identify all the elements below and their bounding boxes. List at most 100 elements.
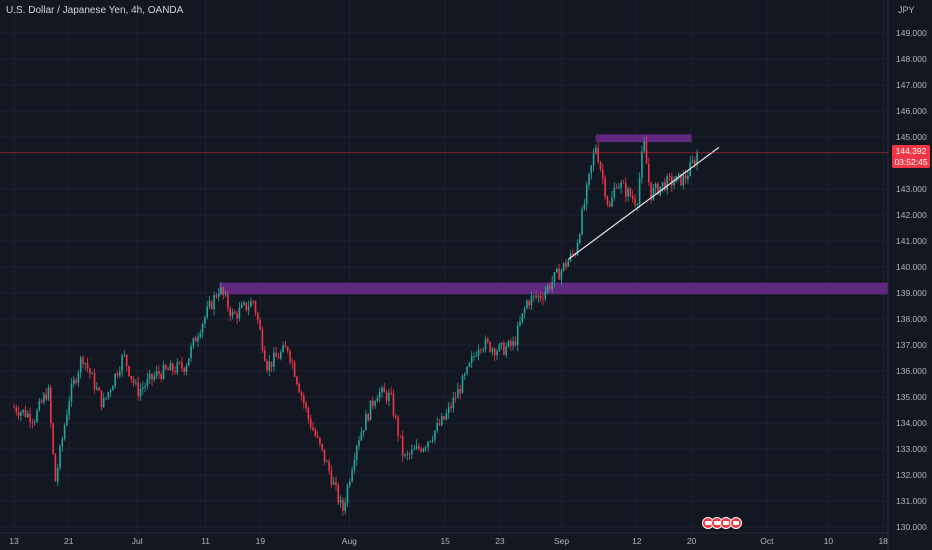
- candle-down: [535, 295, 537, 298]
- candle-down: [615, 187, 618, 189]
- candle-up: [208, 301, 211, 307]
- candle-down: [151, 373, 153, 380]
- candle-up: [213, 295, 215, 309]
- price-tick-label: 149.000: [896, 28, 927, 38]
- us-flag-event-icon[interactable]: [730, 517, 742, 529]
- candle-up: [84, 363, 87, 364]
- candle-up: [162, 364, 165, 380]
- candle-up: [595, 147, 597, 154]
- candle-up: [544, 291, 547, 299]
- candle-down: [45, 394, 47, 400]
- candle-up: [636, 204, 639, 206]
- candle-up: [123, 354, 126, 356]
- price-tick-label: 131.000: [896, 496, 927, 506]
- candle-down: [487, 338, 489, 342]
- time-tick-label: 12: [632, 536, 642, 546]
- resistance-zone: [219, 282, 888, 295]
- candle-up: [146, 378, 149, 386]
- price-tick-label: 148.000: [896, 54, 927, 64]
- time-axis[interactable]: 13 21 Jul 11 19 Aug 15 23 Sep 12 20 Oct 10 18: [9, 536, 888, 546]
- candle-up: [553, 272, 556, 282]
- candle-down: [420, 448, 422, 452]
- candle-up: [148, 373, 151, 379]
- candle-up: [199, 333, 202, 337]
- candle-up: [77, 372, 80, 383]
- candle-up: [585, 184, 588, 205]
- candle-up: [102, 398, 105, 407]
- candle-up: [326, 461, 328, 463]
- candle-down: [181, 362, 183, 368]
- candle-down: [549, 285, 551, 290]
- candle-up: [429, 441, 432, 443]
- candle-down: [514, 341, 517, 345]
- candle-down: [98, 387, 100, 391]
- candle-up: [477, 349, 480, 356]
- candle-down: [664, 182, 666, 191]
- candle-up: [91, 373, 93, 375]
- candle-down: [312, 427, 314, 431]
- candle-down: [257, 312, 259, 321]
- candle-down: [408, 454, 411, 455]
- candle-down: [342, 499, 344, 511]
- candle-down: [29, 413, 31, 422]
- time-tick-label: Jul: [132, 536, 143, 546]
- candle-down: [24, 409, 27, 418]
- candle-up: [61, 438, 64, 447]
- candle-down: [668, 176, 671, 177]
- candle-down: [319, 437, 321, 444]
- candle-up: [73, 379, 75, 385]
- candle-up: [121, 355, 123, 372]
- candle-up: [188, 358, 190, 366]
- candle-down: [178, 362, 181, 363]
- candle-down: [335, 481, 337, 485]
- candle-down: [328, 461, 330, 471]
- candle-up: [516, 325, 519, 345]
- candle-up: [376, 397, 379, 402]
- candle-up: [470, 356, 473, 363]
- candle-down: [194, 338, 197, 342]
- candle-up: [556, 268, 558, 273]
- candle-up: [332, 481, 335, 485]
- candle-down: [165, 364, 167, 369]
- candle-up: [562, 263, 565, 271]
- candle-down: [174, 370, 176, 373]
- time-tick-label: 20: [687, 536, 697, 546]
- candle-up: [431, 439, 434, 442]
- price-axis[interactable]: 130.000 131.000 132.000 133.000 134.000 135.0…: [896, 28, 927, 532]
- candle-up: [551, 281, 553, 290]
- candle-up: [79, 357, 82, 373]
- candle-up: [381, 387, 383, 393]
- time-tick-label: Aug: [342, 536, 357, 546]
- candle-down: [528, 301, 530, 306]
- candle-up: [475, 355, 478, 357]
- candle-down: [171, 363, 174, 371]
- candle-down: [602, 169, 604, 179]
- candle-down: [296, 376, 298, 384]
- candle-down: [597, 147, 599, 163]
- candle-up: [526, 301, 528, 309]
- candle-up: [652, 188, 655, 200]
- candle-down: [167, 368, 169, 371]
- candle-up: [666, 176, 668, 191]
- candle-up: [505, 346, 507, 355]
- candle-down: [657, 183, 659, 195]
- candle-up: [546, 285, 549, 292]
- candle-down: [15, 407, 18, 413]
- candle-down: [50, 387, 52, 424]
- candle-up: [436, 423, 438, 431]
- candle-up: [590, 165, 593, 174]
- time-tick-label: 13: [9, 536, 19, 546]
- support-trendline: [568, 146, 720, 260]
- symbol-title[interactable]: U.S. Dollar / Japanese Yen, 4h, OANDA: [6, 5, 184, 16]
- time-tick-label: Sep: [554, 536, 569, 546]
- candle-down: [385, 392, 388, 401]
- candle-up: [374, 401, 376, 406]
- candle-up: [581, 209, 583, 235]
- candle-up: [512, 341, 514, 346]
- candles-layer: [13, 135, 698, 516]
- time-tick-label: 15: [440, 536, 450, 546]
- candle-up: [378, 392, 381, 398]
- candle-up: [38, 400, 41, 411]
- candle-up: [268, 361, 271, 371]
